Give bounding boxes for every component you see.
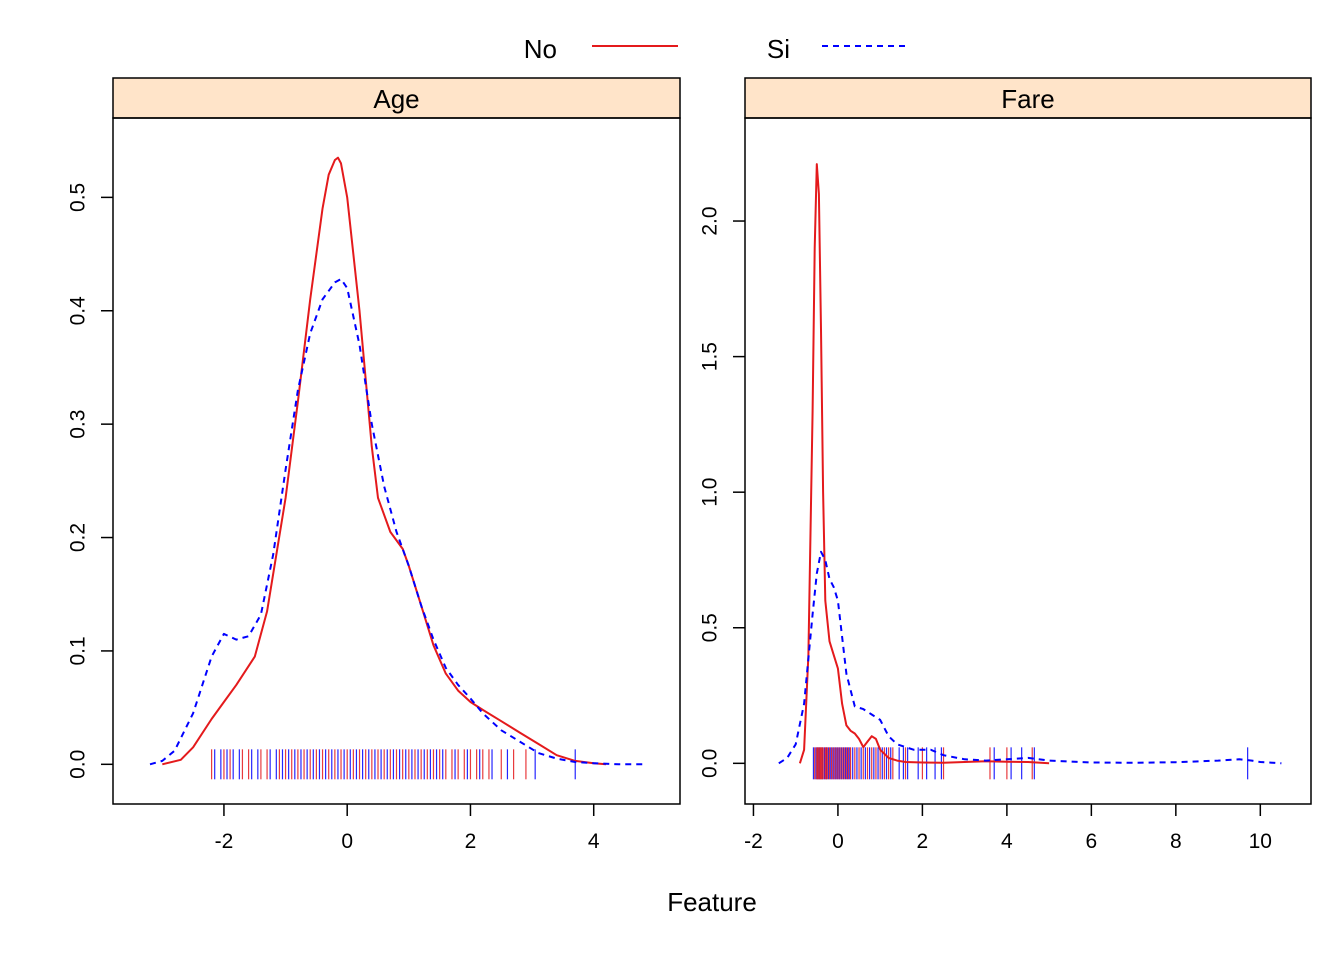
strip-age bbox=[112, 77, 681, 119]
x-tick-label-age-0: -2 bbox=[215, 830, 234, 853]
series-line-age-si bbox=[149, 278, 643, 766]
panel-fare: Fare bbox=[744, 77, 1312, 805]
series-line-age-no bbox=[162, 156, 607, 766]
y-tick-label-fare-3: 1.5 bbox=[699, 342, 722, 371]
x-tick-label-fare-5: 8 bbox=[1170, 830, 1182, 853]
y-tick-label-fare-4: 2.0 bbox=[699, 206, 722, 235]
series-line-fare-si bbox=[778, 550, 1282, 765]
y-tick-label-age-5: 0.5 bbox=[67, 183, 90, 212]
x-tick-label-fare-0: -2 bbox=[744, 830, 763, 853]
x-axis-title: Feature bbox=[667, 887, 757, 917]
plot-area-fare bbox=[744, 117, 1312, 805]
strip-title-fare: Fare bbox=[1001, 84, 1054, 114]
y-tick-label-age-4: 0.4 bbox=[67, 296, 90, 326]
y-tick-label-age-2: 0.2 bbox=[67, 523, 90, 552]
x-tick-label-age-1: 0 bbox=[341, 830, 353, 853]
x-tick-label-age-2: 2 bbox=[465, 830, 477, 853]
y-tick-label-age-3: 0.3 bbox=[67, 410, 90, 439]
y-tick-label-age-1: 0.1 bbox=[67, 636, 90, 665]
x-tick-label-fare-6: 10 bbox=[1249, 830, 1272, 853]
legend: No Si bbox=[524, 34, 908, 64]
legend-label-no: No bbox=[524, 34, 557, 64]
marks-fare bbox=[778, 163, 1282, 780]
y-tick-label-fare-0: 0.0 bbox=[699, 749, 722, 778]
strip-fare bbox=[744, 77, 1312, 119]
x-tick-label-age-3: 4 bbox=[588, 830, 600, 853]
x-tick-label-fare-4: 6 bbox=[1086, 830, 1098, 853]
plot-area-age bbox=[112, 117, 681, 805]
y-tick-label-age-0: 0.0 bbox=[67, 750, 90, 779]
legend-label-si: Si bbox=[767, 34, 790, 64]
x-tick-label-fare-2: 2 bbox=[917, 830, 929, 853]
panel-age: Age bbox=[112, 77, 681, 805]
series-line-fare-no bbox=[798, 163, 1050, 765]
x-tick-label-fare-1: 0 bbox=[832, 830, 844, 853]
x-tick-label-fare-3: 4 bbox=[1001, 830, 1013, 853]
strip-title-age: Age bbox=[373, 84, 419, 114]
y-tick-label-fare-1: 0.5 bbox=[699, 613, 722, 642]
y-tick-label-fare-2: 1.0 bbox=[699, 478, 722, 507]
marks-age bbox=[149, 156, 643, 780]
